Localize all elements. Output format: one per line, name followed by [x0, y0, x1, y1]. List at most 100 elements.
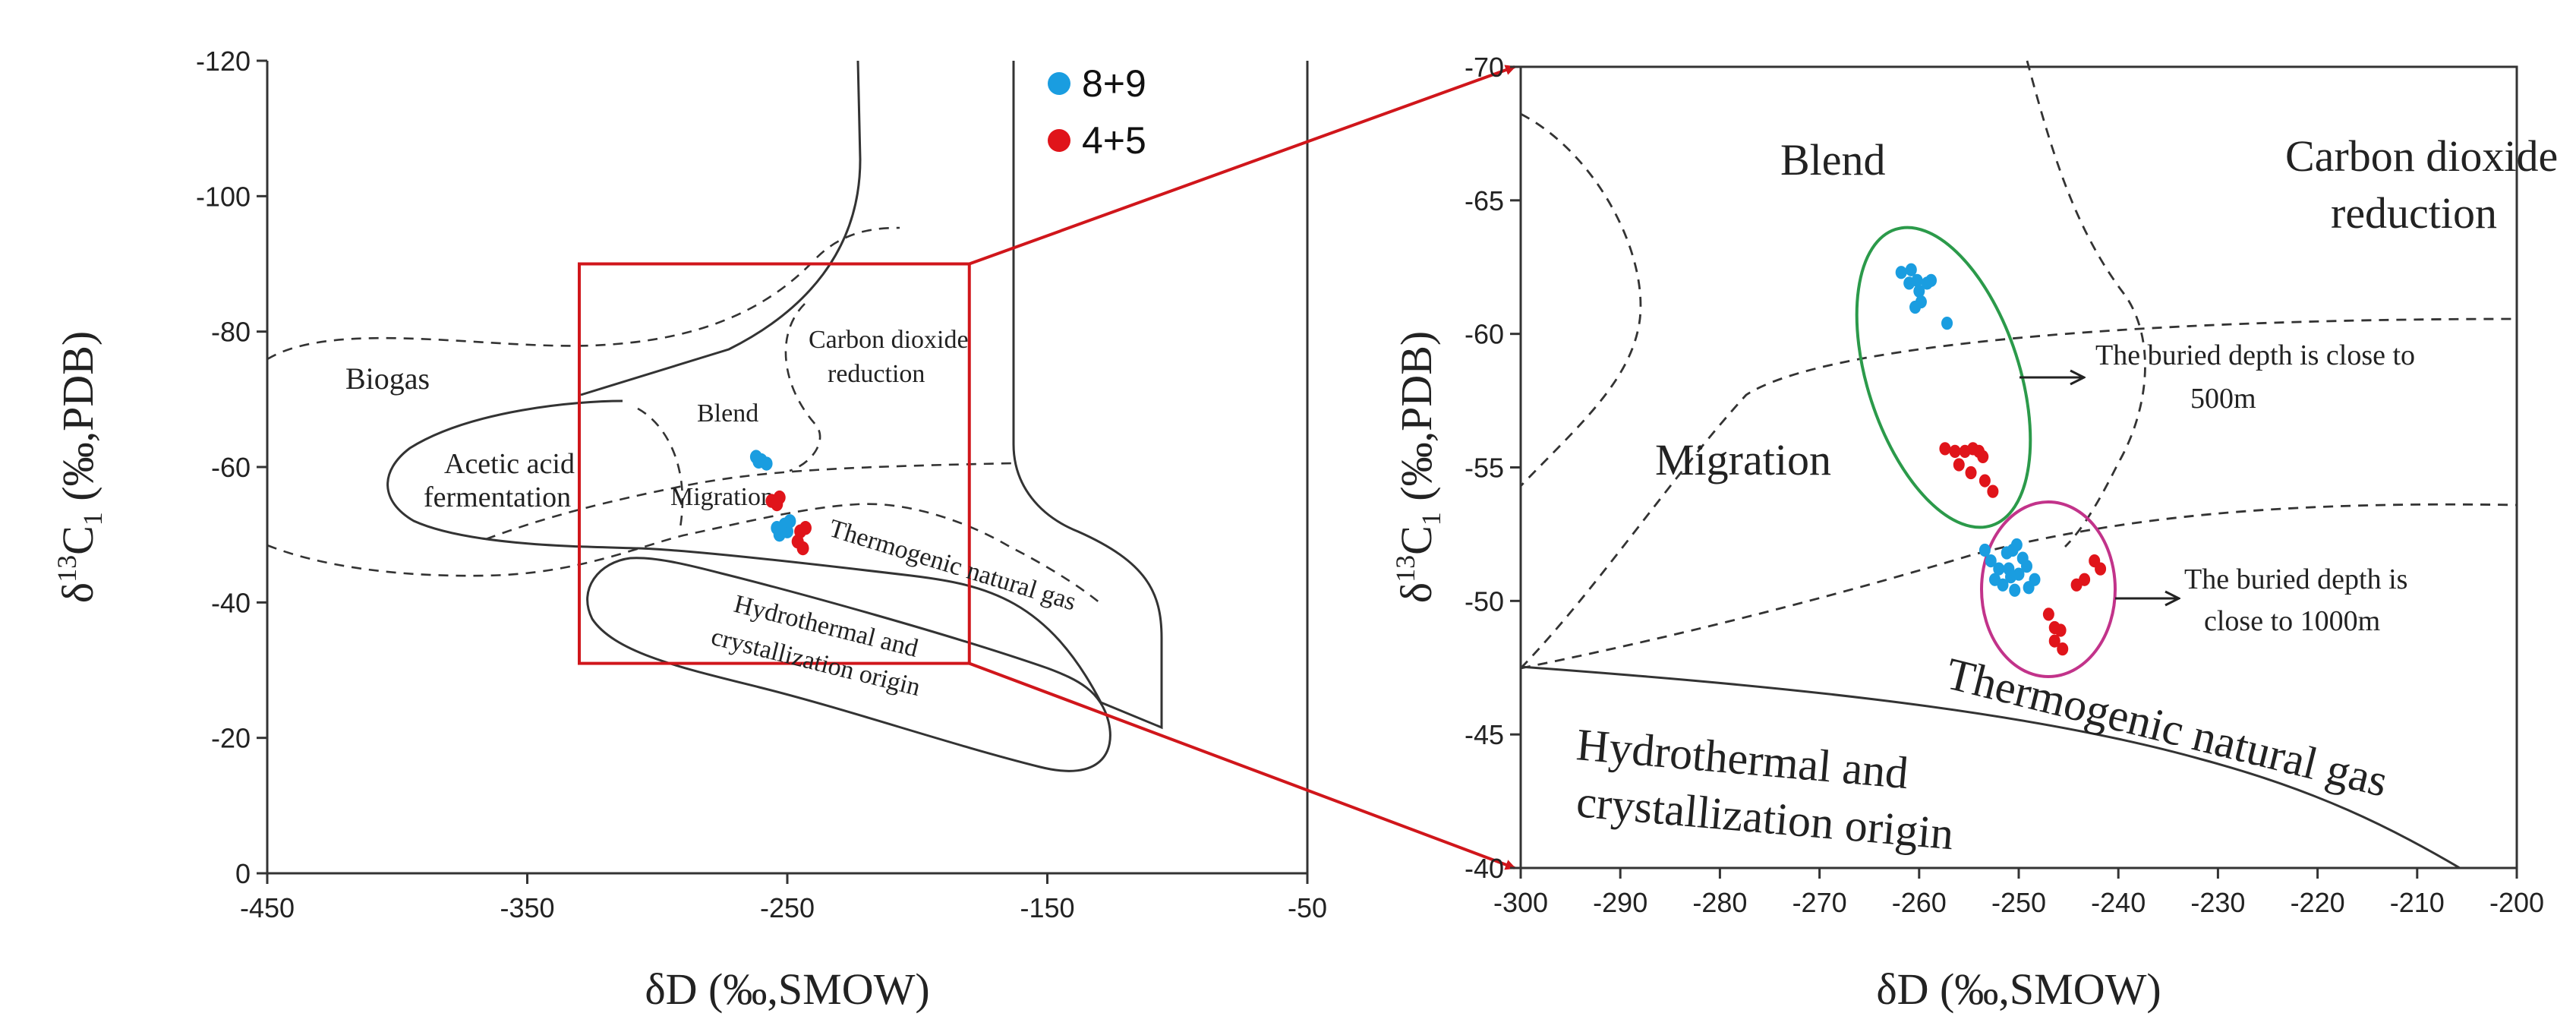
right-xtick-label: -230	[2190, 887, 2245, 918]
legend-marker-4-5	[1048, 129, 1070, 152]
left-label-biogas: Biogas	[345, 361, 430, 396]
right-point-8-9	[1903, 276, 1915, 290]
right-panel: Blend Carbon dioxide reduction Migration…	[1390, 52, 2558, 1014]
left-ticks: -450 -350 -250 -150 -50 0 -20 -40 -60 -80 -100 -120	[196, 46, 1327, 923]
left-x-axis-title: δD (‰,SMOW)	[645, 964, 929, 1014]
left-xtick-label: -450	[240, 892, 295, 923]
right-point-8-9	[2005, 570, 2017, 584]
right-y-title-main: C	[1392, 525, 1441, 555]
left-point-8-9	[752, 454, 765, 469]
left-y-title-main: C	[53, 525, 102, 555]
left-label-blend: Blend	[697, 399, 758, 428]
right-point-4-5	[1939, 442, 1951, 456]
ellipse-1000m	[1980, 500, 2117, 678]
right-point-8-9	[1979, 543, 1991, 557]
right-point-4-5	[2048, 634, 2060, 648]
left-point-4-5	[773, 490, 786, 505]
left-point-8-9	[784, 514, 796, 529]
right-label-thermo: Thermogenic natural gas	[1941, 649, 2393, 806]
right-xtick-label: -250	[1991, 887, 2046, 918]
right-label-co2-2: reduction	[2331, 188, 2497, 238]
right-point-8-9	[2023, 581, 2035, 595]
right-point-8-9	[1925, 273, 1938, 287]
right-point-8-9	[2009, 583, 2021, 597]
right-ytick-label: -50	[1465, 585, 1504, 617]
ellipse-500m	[1855, 226, 2032, 529]
left-ytick-label: -120	[196, 46, 251, 77]
right-xtick-label: -220	[2291, 887, 2345, 918]
right-point-4-5	[1977, 450, 1989, 464]
right-point-8-9	[1997, 578, 2009, 592]
zoom-arrow-top	[969, 65, 1516, 266]
right-point-4-5	[1949, 444, 1961, 459]
left-zoom-box	[578, 262, 971, 665]
right-y-title-delta: δ	[1392, 582, 1441, 603]
right-ytick-label: -60	[1465, 319, 1504, 350]
left-axes-frame	[266, 61, 1309, 875]
left-co2-boundary-left	[580, 60, 862, 396]
right-y-title-sub: 1	[1416, 512, 1446, 525]
right-point-8-9	[1913, 284, 1925, 298]
left-label-co2-1: Carbon dioxide	[809, 326, 969, 354]
right-point-4-5	[2057, 642, 2069, 656]
right-point-4-5	[2042, 608, 2054, 621]
right-points	[1895, 263, 2107, 656]
right-point-4-5	[1965, 466, 1977, 480]
left-point-4-5	[796, 541, 809, 556]
legend-label-8-9: 8+9	[1082, 62, 1146, 105]
left-point-8-9	[771, 521, 784, 535]
annotation-1000m-line1: The buried depth is	[2184, 563, 2407, 595]
left-ytick-label: -40	[211, 587, 251, 618]
right-dashed-curves	[1519, 60, 2518, 670]
left-acetic-region	[386, 399, 1102, 703]
right-point-8-9	[2010, 538, 2023, 552]
left-xtick-label: -350	[500, 892, 554, 923]
right-boundary-migration-top	[1519, 317, 2518, 669]
left-label-acetic-2: fermentation	[424, 481, 571, 513]
right-label-co2-1: Carbon dioxide	[2285, 131, 2558, 181]
right-boundary-co2-left	[2026, 60, 2146, 548]
annotation-500m-line2: 500m	[2190, 383, 2256, 415]
right-point-4-5	[2095, 562, 2107, 576]
right-point-4-5	[1953, 458, 1965, 472]
left-panel: Biogas Acetic acid fermentation Blend Mi…	[52, 46, 1327, 1014]
left-label-thermo: Thermogenic natural gas	[826, 514, 1080, 616]
left-xtick-label: -150	[1020, 892, 1074, 923]
right-xtick-label: -300	[1493, 887, 1548, 918]
right-xtick-label: -290	[1593, 887, 1647, 918]
left-point-4-5	[799, 521, 812, 535]
left-y-title-delta: δ	[53, 582, 102, 603]
left-ytick-label: -80	[211, 317, 251, 348]
legend-label-4-5: 4+5	[1082, 119, 1146, 162]
right-xtick-label: -280	[1692, 887, 1747, 918]
left-points	[749, 450, 812, 556]
right-xtick-label: -210	[2390, 887, 2445, 918]
right-point-8-9	[2020, 559, 2032, 573]
left-co2-boundary-right	[1012, 61, 1163, 730]
right-xtick-label: -200	[2489, 887, 2544, 918]
left-hydrothermal-region	[586, 557, 1111, 772]
left-dashed-curves	[266, 226, 1102, 604]
right-y-title-sup: 13	[1390, 555, 1420, 582]
legend-marker-8-9	[1048, 72, 1070, 95]
zoom-arrow-bottom	[969, 661, 1516, 870]
right-hydrothermal-boundary	[1520, 665, 2461, 869]
right-point-4-5	[1979, 474, 1991, 488]
right-point-8-9	[1905, 263, 1917, 276]
left-y-axis-title: δ13C1 (‰,PDB)	[52, 331, 108, 604]
right-y-title-rest: (‰,PDB)	[1392, 331, 1441, 512]
left-legend: 8+9 4+5	[1048, 62, 1146, 162]
right-point-8-9	[1985, 554, 1997, 568]
left-label-co2-2: reduction	[828, 360, 925, 388]
left-ytick-label: -60	[211, 452, 251, 483]
right-point-8-9	[1895, 266, 1907, 279]
right-ytick-label: -55	[1465, 453, 1504, 484]
right-point-8-9	[1909, 300, 1922, 314]
left-ytick-label: -20	[211, 723, 251, 754]
right-ytick-label: -40	[1465, 853, 1504, 884]
right-ticks: -300 -290 -280 -270 -260 -250 -240 -230 -220 -210…	[1465, 52, 2544, 918]
right-point-4-5	[2054, 623, 2067, 637]
right-xtick-label: -270	[1792, 887, 1847, 918]
left-biogas-boundary	[266, 226, 900, 361]
